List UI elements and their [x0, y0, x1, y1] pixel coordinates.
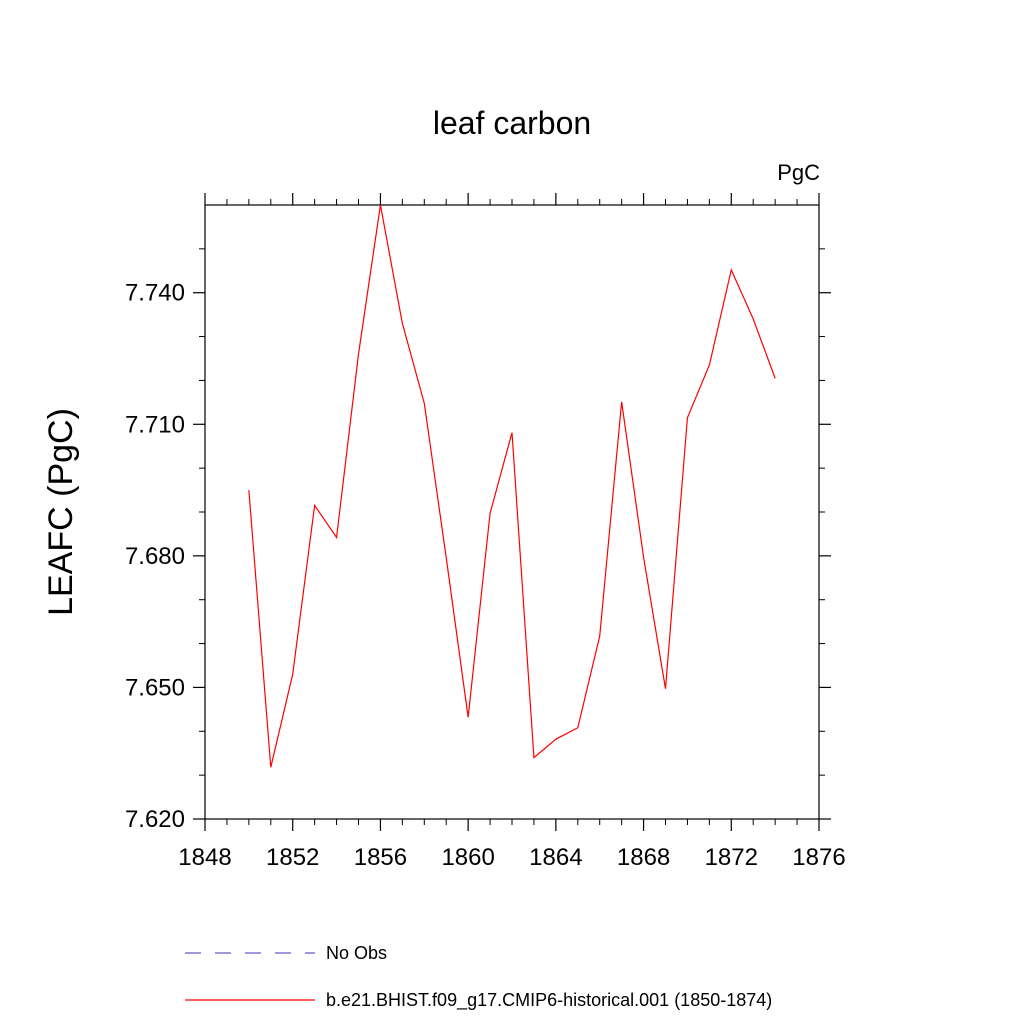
y-axis-label: LEAFC (PgC): [42, 408, 80, 616]
series-layer: [248, 204, 776, 768]
x-tick-label-1876: 1876: [792, 844, 845, 871]
plot-frame: [204, 204, 820, 820]
y-tick-label-2: 7.680: [125, 543, 185, 570]
x-tick-label-1856: 1856: [354, 844, 407, 871]
x-tick-label-1852: 1852: [266, 844, 319, 871]
legend: No Obs b.e21.BHIST.f09_g17.CMIP6-histori…: [185, 943, 772, 1011]
legend-label-historical: b.e21.BHIST.f09_g17.CMIP6-historical.001…: [326, 990, 772, 1011]
y-tick-label-0: 7.620: [125, 806, 185, 833]
axis-ticks: 1848 1852 1856 1860 1864 1868 1872 1876 7.620 7.6…: [125, 193, 846, 871]
x-tick-label-1868: 1868: [617, 844, 670, 871]
series-line-1: [248, 204, 776, 768]
x-tick-label-1864: 1864: [529, 844, 582, 871]
chart-title: leaf carbon: [433, 105, 591, 141]
x-tick-label-1872: 1872: [705, 844, 758, 871]
legend-label-no-obs: No Obs: [326, 943, 387, 963]
y-tick-label-1: 7.650: [125, 674, 185, 701]
x-tick-label-1848: 1848: [178, 844, 231, 871]
units-label: PgC: [777, 160, 820, 185]
x-tick-label-1860: 1860: [441, 844, 494, 871]
y-tick-label-3: 7.710: [125, 411, 185, 438]
y-tick-label-4: 7.740: [125, 280, 185, 307]
